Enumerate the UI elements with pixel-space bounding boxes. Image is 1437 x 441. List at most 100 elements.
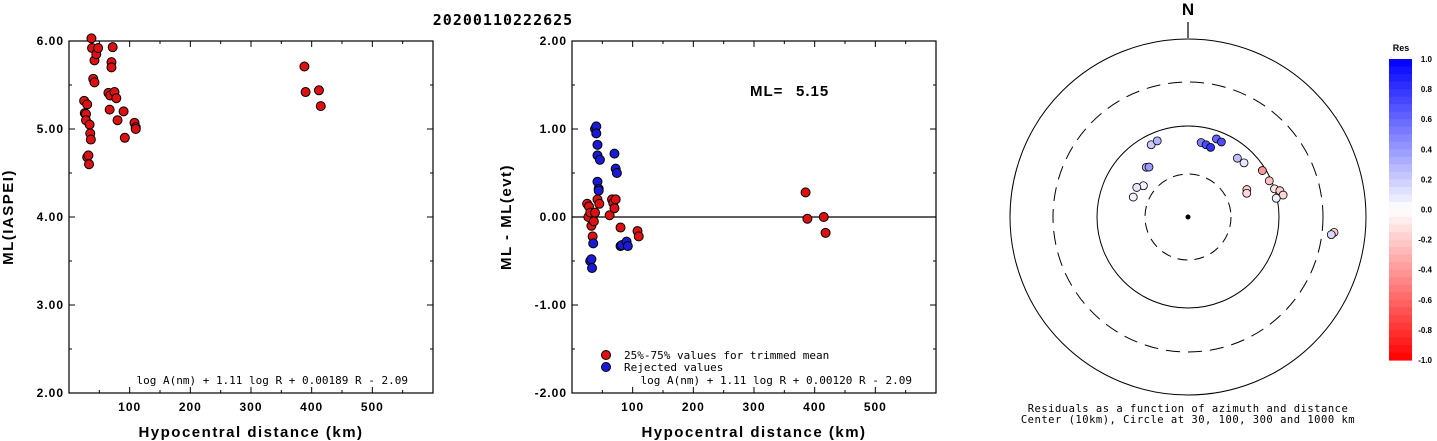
left-data-point-s0 — [85, 134, 96, 145]
left-y-tick-label: 4.00 — [37, 210, 64, 224]
colorbar-segment — [1389, 201, 1412, 211]
colorbar-segment — [1389, 322, 1412, 331]
polar-station-point — [1264, 176, 1274, 186]
left-data-point-s0 — [84, 159, 95, 170]
colorbar-segment — [1389, 111, 1412, 120]
left-x-tick-label: 100 — [118, 400, 141, 414]
left-data-point-s0 — [107, 42, 118, 53]
colorbar-segment — [1389, 299, 1412, 308]
colorbar-segment — [1389, 307, 1412, 316]
left-points — [79, 33, 326, 170]
middle-data-point-s0 — [633, 231, 644, 242]
left-y-tick-label: 3.00 — [37, 298, 64, 312]
middle-data-point-s1 — [591, 128, 602, 139]
legend-rejected-label: Rejected values — [624, 361, 723, 374]
middle-data-point-s1 — [593, 185, 604, 196]
polar-station-point — [1326, 230, 1336, 239]
left-plot-frame — [68, 40, 434, 394]
left-data-point-s0 — [111, 93, 122, 104]
middle-data-point-s1 — [594, 154, 605, 165]
colorbar-title: Res — [1393, 43, 1410, 53]
colorbar-segment — [1389, 344, 1412, 354]
middle-y-axis-label: ML - ML(evt) — [498, 164, 515, 270]
left-x-tick-label: 300 — [239, 400, 262, 414]
middle-data-point-s0 — [609, 203, 620, 214]
left-formula: log A(nm) + 1.11 log R + 0.00189 R - 2.0… — [136, 374, 408, 387]
middle-data-point-s0 — [800, 187, 811, 198]
middle-x-tick-label: 500 — [864, 400, 887, 414]
colorbar-segment — [1389, 292, 1412, 301]
colorbar-segment — [1389, 314, 1412, 323]
colorbar-tick-labels: 1.0 0.8 0.6 0.4 0.2 0.0 -0.2 -0.4 -0.6 -0.8 -1.0 — [1418, 55, 1432, 365]
middle-x-tick-label: 300 — [742, 400, 765, 414]
colorbar-tick-label: 1.0 — [1421, 55, 1433, 64]
left-data-point-s0 — [112, 115, 123, 126]
left-data-point-s0 — [82, 99, 93, 110]
left-data-point-s0 — [118, 106, 129, 117]
left-data-point-s0 — [130, 124, 141, 134]
polar-station-point — [1242, 188, 1252, 198]
colorbar-tick-label: -0.4 — [1418, 266, 1432, 275]
middle-data-point-s1 — [609, 148, 620, 159]
polar-station-point — [1257, 166, 1267, 175]
colorbar-segment — [1389, 254, 1412, 263]
left-y-axis-label: ML(IASPEI) — [0, 169, 17, 265]
middle-y-tick-label: -1.00 — [535, 298, 567, 312]
middle-data-point-s0 — [588, 216, 599, 227]
middle-y-tick-label: -2.00 — [535, 386, 567, 400]
middle-panel: 100 200 300 400 500 -2.00 -1.00 0.00 1.00 2.00 ML… — [498, 34, 937, 441]
left-data-point-s0 — [313, 85, 324, 96]
colorbar-segment — [1389, 262, 1412, 271]
colorbar-tick-label: 0.2 — [1421, 175, 1433, 184]
middle-data-point-s1 — [587, 263, 598, 274]
middle-data-point-s0 — [615, 222, 626, 233]
left-data-point-s0 — [89, 77, 100, 88]
ml-label: ML= — [750, 83, 783, 100]
colorbar-segment — [1389, 239, 1412, 248]
polar-station-point — [1271, 193, 1281, 203]
colorbar-segment — [1389, 232, 1412, 241]
colorbar-segment — [1389, 134, 1412, 143]
colorbar-segment — [1389, 59, 1412, 68]
epicenter-dot — [1185, 214, 1191, 220]
middle-y-tick-label: 0.00 — [540, 210, 567, 224]
colorbar-tick-label: -0.2 — [1418, 236, 1432, 245]
polar-caption-line2: Center (10km), Circle at 30, 100, 300 an… — [1021, 414, 1355, 426]
colorbar-segment — [1389, 224, 1412, 233]
colorbar-tick-label: 0.8 — [1421, 85, 1433, 94]
polar-station-point — [1232, 153, 1242, 163]
colorbar-segment — [1389, 247, 1412, 256]
colorbar-segment — [1389, 74, 1412, 83]
polar-station-points — [1128, 134, 1339, 239]
colorbar-segment — [1389, 179, 1412, 188]
ml-value: 5.15 — [796, 83, 829, 100]
middle-ticks: 100 200 300 400 500 -2.00 -1.00 0.00 1.00 2.00 — [535, 34, 936, 414]
left-data-point-s0 — [299, 61, 310, 72]
colorbar-segment — [1389, 156, 1412, 165]
colorbar-segment — [1389, 269, 1412, 278]
colorbar-segment — [1389, 66, 1412, 75]
colorbar-segment — [1389, 194, 1412, 203]
middle-x-axis-label: Hypocentral distance (km) — [641, 424, 866, 441]
left-y-tick-label: 5.00 — [37, 122, 64, 136]
ring-1000km — [1009, 38, 1367, 396]
colorbar-tick-label: -0.8 — [1418, 326, 1432, 335]
colorbar-segment — [1389, 352, 1412, 361]
left-data-point-s0 — [104, 104, 115, 115]
polar-station-point — [1239, 158, 1249, 168]
left-x-tick-label: 500 — [361, 400, 384, 414]
left-data-point-s0 — [119, 132, 130, 143]
colorbar-segment — [1389, 217, 1412, 226]
left-x-axis-label: Hypocentral distance (km) — [138, 424, 363, 441]
middle-data-point-s0 — [590, 207, 601, 218]
colorbar-segment — [1389, 337, 1412, 346]
middle-formula: log A(nm) + 1.11 log R + 0.00120 R - 2.0… — [640, 374, 912, 387]
polar-station-point — [1144, 162, 1154, 172]
colorbar-tick-label: -0.6 — [1418, 296, 1432, 305]
middle-data-point-s1 — [592, 139, 603, 150]
left-ticks: 100 200 300 400 500 2.00 3.00 4.00 5.00 6.00 — [37, 34, 433, 414]
middle-x-tick-label: 100 — [621, 400, 644, 414]
middle-y-tick-label: 2.00 — [540, 34, 567, 48]
legend-rejected-marker — [601, 362, 611, 372]
